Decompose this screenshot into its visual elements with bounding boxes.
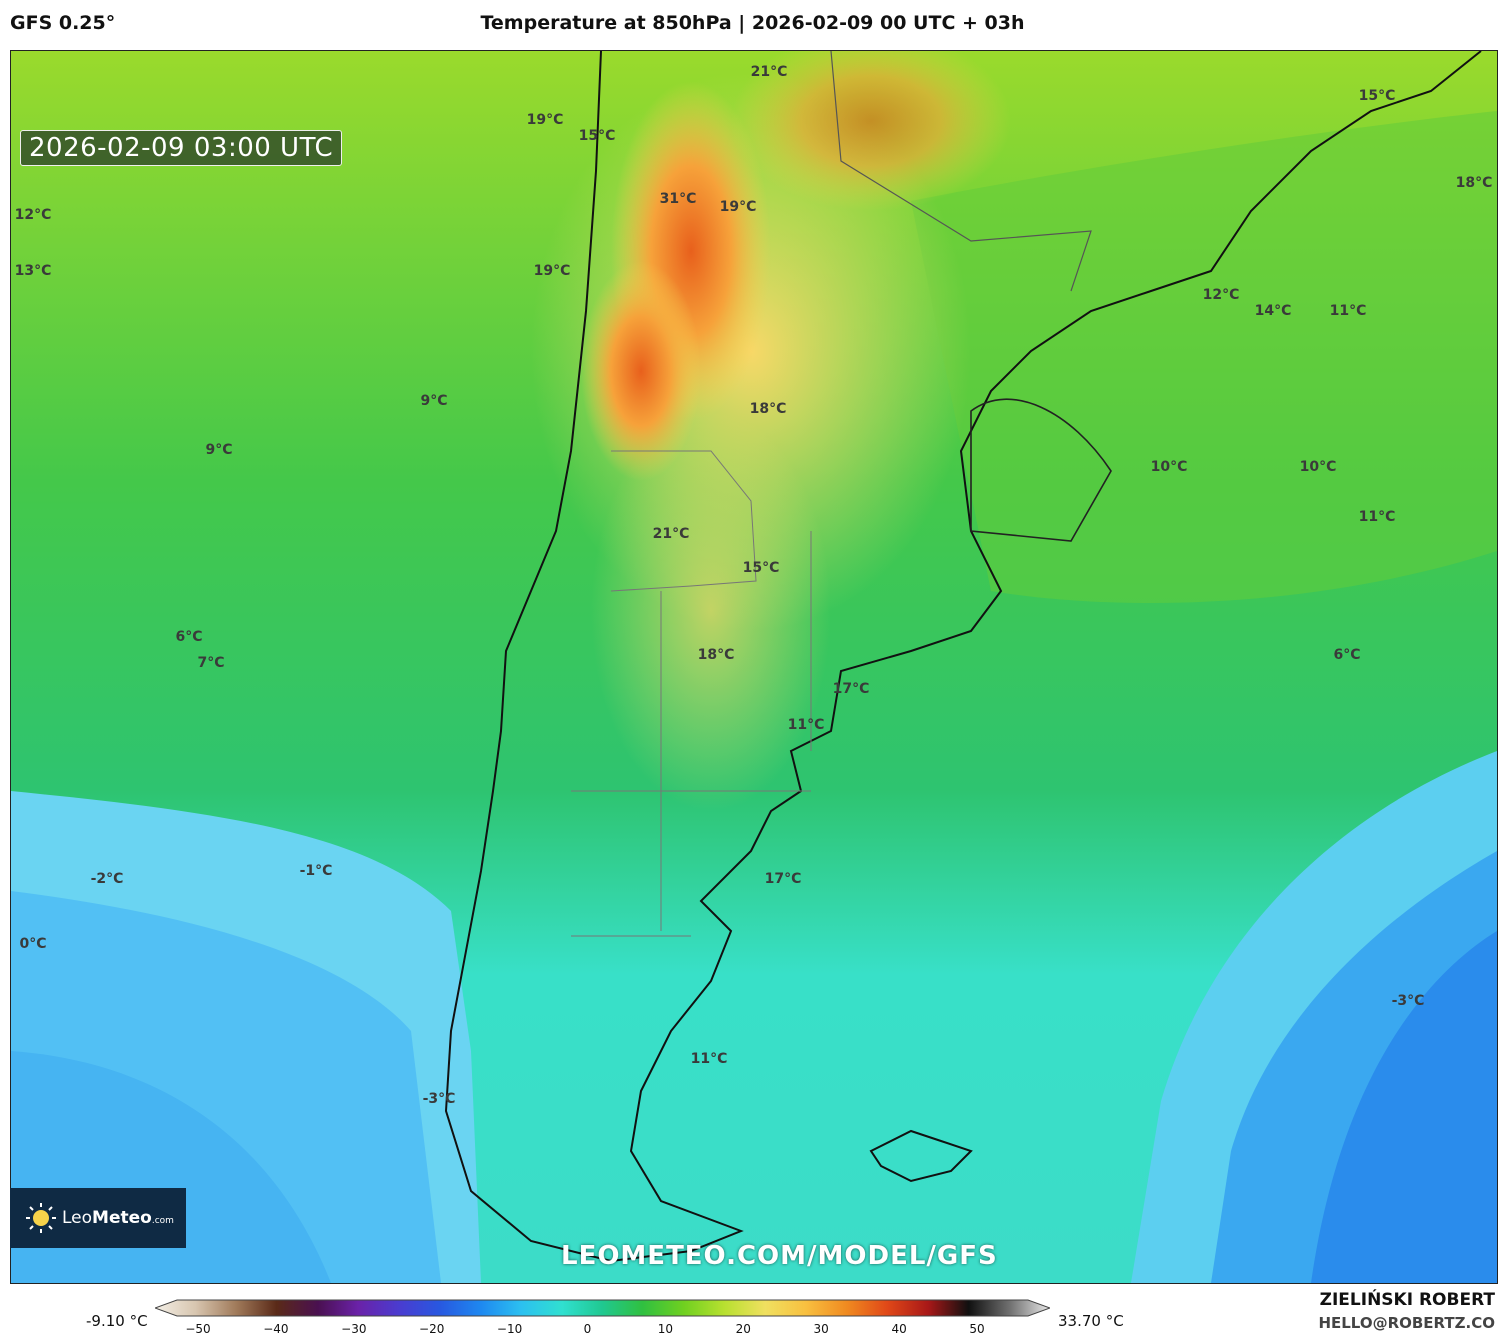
temp-label: 21°C xyxy=(750,64,788,80)
colorbar: -9.10 °C 33.70 °C −50 −40 −30 −20 −10 0 10 20 30… xyxy=(0,1290,1505,1338)
temp-label: 18°C xyxy=(1455,175,1493,191)
temp-label: -2°C xyxy=(90,871,124,887)
author-email[interactable]: HELLO@ROBERTZ.CO xyxy=(1318,1314,1495,1332)
temp-label: 11°C xyxy=(787,717,825,733)
model-name: GFS 0.25° xyxy=(10,12,116,34)
colorbar-max-label: 33.70 °C xyxy=(1058,1312,1124,1330)
temp-label: -1°C xyxy=(299,863,333,879)
author-name: ZIELIŃSKI ROBERT xyxy=(1319,1290,1495,1310)
temp-label: 10°C xyxy=(1299,459,1337,475)
temp-label: 7°C xyxy=(197,655,225,671)
colorbar-tick-label: 10 xyxy=(657,1322,674,1336)
temp-label: 9°C xyxy=(420,393,448,409)
temperature-field xyxy=(11,51,1497,1283)
leometeo-logo[interactable]: LeoMeteo.com xyxy=(10,1188,186,1248)
temp-label: 19°C xyxy=(526,112,564,128)
temp-label: 14°C xyxy=(1254,303,1292,319)
temp-label: 19°C xyxy=(533,263,571,279)
temp-label: 21°C xyxy=(652,526,690,542)
colorbar-tick-label: 20 xyxy=(735,1322,751,1336)
temp-label: 15°C xyxy=(742,560,780,576)
temp-label: 9°C xyxy=(205,442,233,458)
temp-label: 10°C xyxy=(1150,459,1188,475)
temp-label: 15°C xyxy=(578,128,616,144)
temp-label: 12°C xyxy=(1202,287,1240,303)
colorbar-tick-label: −20 xyxy=(419,1322,445,1336)
temp-label: 6°C xyxy=(175,629,203,645)
colorbar-tick-label: 0 xyxy=(583,1322,592,1336)
colorbar-scale xyxy=(155,1299,1050,1317)
temp-label: 15°C xyxy=(1358,88,1396,104)
colorbar-tick-label: 40 xyxy=(891,1322,907,1336)
timestamp-badge: 2026-02-09 03:00 UTC xyxy=(20,130,343,166)
temp-label: 31°C xyxy=(659,191,697,207)
watermark-url[interactable]: LEOMETEO.COM/MODEL/GFS xyxy=(561,1241,998,1271)
colorbar-tick-label: −40 xyxy=(263,1322,289,1336)
temp-label: 17°C xyxy=(764,871,802,887)
colorbar-tick-label: −30 xyxy=(341,1322,367,1336)
temp-label: 13°C xyxy=(14,263,52,279)
sun-icon xyxy=(26,1203,56,1233)
colorbar-tick-label: −50 xyxy=(185,1322,211,1336)
temp-label: 19°C xyxy=(719,199,757,215)
temp-label: 18°C xyxy=(749,401,787,417)
temp-label: 11°C xyxy=(690,1051,728,1067)
temp-label: 6°C xyxy=(1333,647,1361,663)
temp-label: 12°C xyxy=(14,207,52,223)
temp-label: 11°C xyxy=(1329,303,1367,319)
temp-label: -3°C xyxy=(422,1091,456,1107)
colorbar-tick-label: −10 xyxy=(496,1322,523,1336)
temp-label: -3°C xyxy=(1391,993,1425,1009)
temp-label: 17°C xyxy=(832,681,870,697)
temp-label: 0°C xyxy=(19,936,47,952)
colorbar-min-label: -9.10 °C xyxy=(86,1312,148,1330)
temperature-map[interactable]: 2026-02-09 03:00 UTC 21°C 15°C 19°C 31°C… xyxy=(10,50,1498,1284)
colorbar-tick-label: 30 xyxy=(813,1322,829,1336)
temp-label: 11°C xyxy=(1358,509,1396,525)
map-title: Temperature at 850hPa | 2026-02-09 00 UT… xyxy=(480,12,1025,34)
logo-wordmark: LeoMeteo.com xyxy=(62,1208,174,1228)
temp-label: 18°C xyxy=(697,647,735,663)
colorbar-tick-label: 50 xyxy=(969,1322,985,1336)
